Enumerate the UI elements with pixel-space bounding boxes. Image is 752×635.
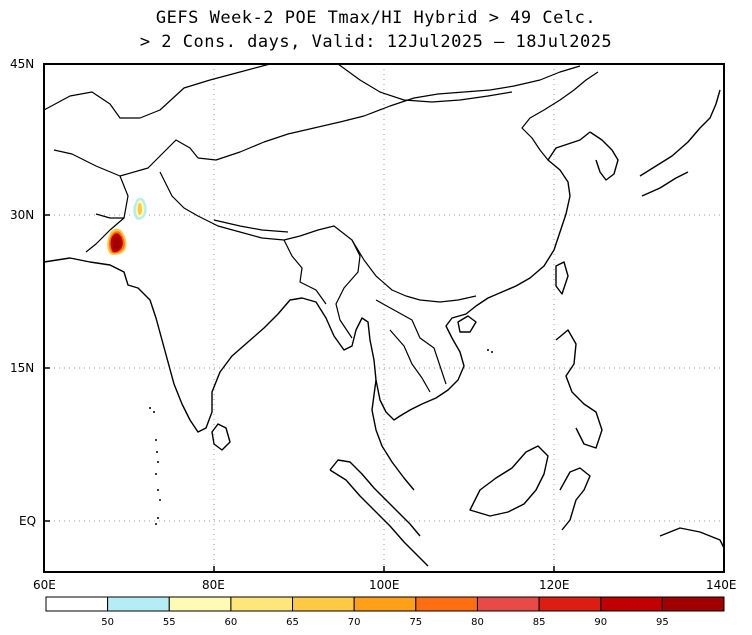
colorbar-swatch (415, 596, 478, 612)
lat-label-30n: 30N (10, 208, 35, 222)
coastlines (43, 89, 725, 567)
lon-label-120e: 120E (539, 578, 570, 592)
colorbar-label: 50 (101, 617, 114, 628)
colorbar-swatch (230, 596, 294, 612)
lon-label-60e: 60E (33, 578, 56, 592)
colorbar-label: 75 (409, 617, 423, 628)
colorbar-swatch (538, 596, 602, 612)
map-frame (43, 63, 725, 573)
grid-lines (44, 64, 724, 572)
lon-label-140e: 140E (706, 578, 737, 592)
colorbar-swatch (353, 596, 417, 612)
island-dots (149, 349, 493, 525)
lon-label-100e: 100E (369, 578, 400, 592)
colorbar-swatch (168, 596, 232, 612)
axis-ticks (44, 63, 555, 572)
colorbar-swatch (292, 596, 355, 612)
colorbar-label: 55 (162, 617, 176, 628)
colorbar-label: 65 (286, 617, 299, 628)
lat-label-15n: 15N (10, 361, 35, 375)
colorbar-label: 95 (655, 617, 669, 628)
lat-label-45n: 45N (10, 57, 35, 71)
colorbar-label: 60 (224, 617, 238, 628)
colorbar-swatch (107, 596, 170, 612)
colorbar-label: 90 (594, 617, 608, 628)
colorbar-label: 70 (347, 617, 361, 628)
colorbar-label: 85 (532, 617, 546, 628)
colorbar-swatch (45, 596, 109, 612)
title-line-2: > 2 Cons. days, Valid: 12Jul2025 – 18Jul… (139, 32, 613, 52)
lon-label-80e: 80E (202, 578, 225, 592)
title-line-1: GEFS Week-2 POE Tmax/HI Hybrid > 49 Celc… (155, 8, 597, 28)
political-borders (43, 63, 599, 393)
colorbar (45, 596, 725, 612)
colorbar-swatch (476, 596, 540, 612)
colorbar-label: 80 (471, 617, 484, 628)
heat-probability-area (107, 197, 147, 255)
colorbar-swatch (600, 596, 663, 612)
lat-label-eq: EQ (19, 514, 37, 528)
colorbar-swatch (661, 596, 725, 612)
